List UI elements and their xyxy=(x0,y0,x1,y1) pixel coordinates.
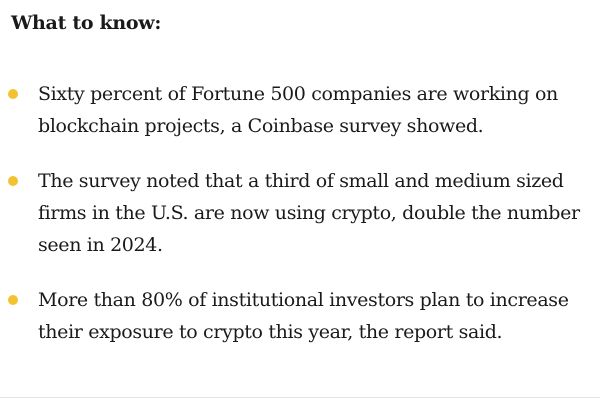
bullet-dot-icon xyxy=(8,295,18,305)
list-item-text: Sixty percent of Fortune 500 companies a… xyxy=(38,83,558,137)
key-points-list: Sixty percent of Fortune 500 companies a… xyxy=(0,78,600,371)
list-item-text: The survey noted that a third of small a… xyxy=(38,170,580,256)
list-item-text: More than 80% of institutional investors… xyxy=(38,289,569,343)
list-item: More than 80% of institutional investors… xyxy=(0,284,600,348)
list-item: Sixty percent of Fortune 500 companies a… xyxy=(0,78,600,142)
list-item: The survey noted that a third of small a… xyxy=(0,165,600,261)
divider xyxy=(0,397,600,398)
bullet-dot-icon xyxy=(8,89,18,99)
section-heading: What to know: xyxy=(11,12,162,34)
bullet-dot-icon xyxy=(8,176,18,186)
